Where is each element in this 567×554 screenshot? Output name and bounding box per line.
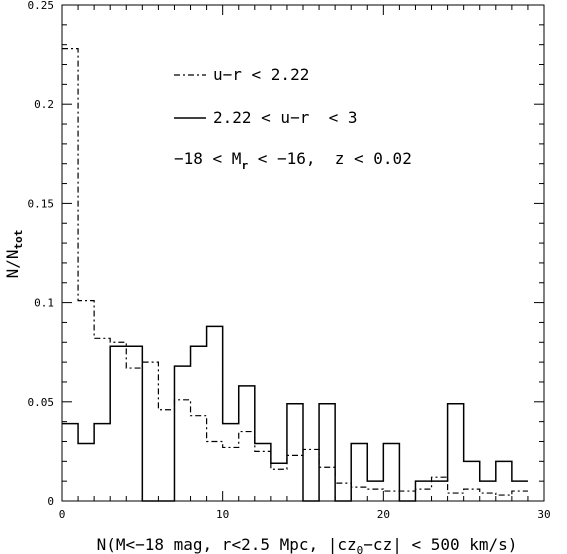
- legend-label-3: −18 < Mr < −16, z < 0.02: [174, 149, 412, 172]
- x-tick-label: 30: [537, 508, 550, 521]
- y-axis-label-part-a: N/N: [3, 249, 22, 278]
- y-tick-label: 0.25: [28, 0, 55, 12]
- legend-label-2: 2.22 < u−r < 3: [213, 108, 358, 127]
- legend-label-3-part-b: < −16, z < 0.02: [248, 149, 412, 168]
- x-tick-label: 10: [216, 508, 229, 521]
- legend-label-3-subscript: r: [241, 159, 248, 172]
- x-axis-label-subscript: 0: [357, 544, 364, 554]
- tick-labels: 0 10 20 30 0 0.05 0.1 0.15 0.2 0.25: [28, 0, 551, 521]
- y-axis-label-subscript: tot: [12, 230, 25, 250]
- legend: u−r < 2.22 2.22 < u−r < 3 −18 < Mr < −16…: [174, 65, 412, 172]
- x-axis-label: N(M<−18 mag, r<2.5 Mpc, |cz0−cz| < 500 k…: [97, 535, 518, 554]
- y-tick-label: 0: [47, 495, 54, 508]
- axis-ticks: [61, 4, 545, 502]
- y-tick-label: 0.2: [34, 98, 54, 111]
- y-axis-label: N/Ntot: [3, 230, 25, 279]
- y-tick-label: 0.15: [28, 197, 55, 210]
- series-line-solid: [62, 325, 528, 502]
- x-tick-label: 20: [377, 508, 390, 521]
- y-tick-label: 0.05: [28, 396, 55, 409]
- x-axis-label-part-a: N(M<−18 mag, r<2.5 Mpc, |cz: [97, 535, 357, 554]
- series-lines: [62, 48, 528, 502]
- x-tick-label: 0: [59, 508, 66, 521]
- x-axis-label-part-b: −cz| < 500 km/s): [363, 535, 517, 554]
- legend-label-3-part-a: −18 < M: [174, 149, 241, 168]
- y-tick-label: 0.1: [34, 297, 54, 310]
- legend-label-1: u−r < 2.22: [213, 65, 309, 84]
